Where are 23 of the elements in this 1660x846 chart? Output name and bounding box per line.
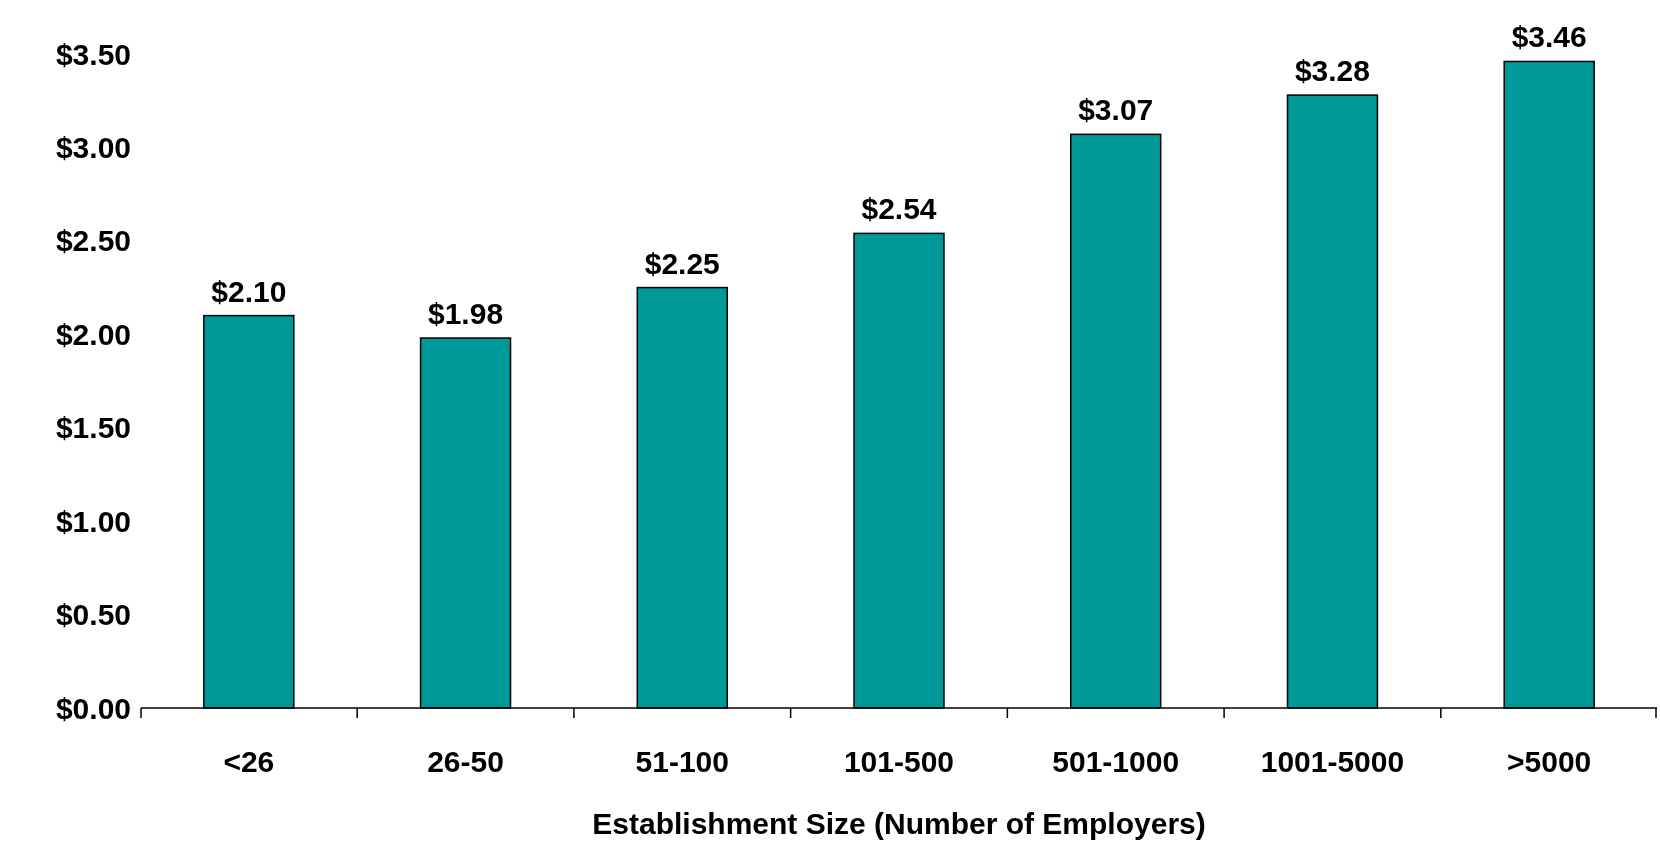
x-axis-title: Establishment Size (Number of Employers) bbox=[592, 807, 1206, 840]
y-tick-label: $2.50 bbox=[55, 224, 131, 258]
data-label: $2.54 bbox=[861, 192, 937, 226]
data-label: $2.10 bbox=[211, 274, 287, 308]
y-tick-label: $0.50 bbox=[55, 598, 131, 632]
x-tick-label: 51-100 bbox=[635, 745, 729, 778]
x-tick-label: <26 bbox=[223, 745, 275, 778]
x-tick-label: >5000 bbox=[1507, 745, 1592, 778]
data-label: $1.98 bbox=[428, 297, 504, 331]
x-tick-label: 101-500 bbox=[843, 745, 955, 778]
y-tick-label: $1.50 bbox=[55, 411, 131, 445]
y-tick-label: $3.50 bbox=[55, 37, 131, 71]
y-tick-label: $0.00 bbox=[55, 691, 131, 725]
data-label: $3.46 bbox=[1511, 20, 1587, 54]
data-label: $3.07 bbox=[1078, 93, 1154, 127]
x-tick-label: 501-1000 bbox=[1052, 745, 1180, 778]
y-tick-label: $2.00 bbox=[55, 317, 131, 351]
data-label: $2.25 bbox=[644, 246, 720, 280]
x-tick-label: 1001-5000 bbox=[1260, 745, 1405, 778]
data-label: $3.28 bbox=[1294, 54, 1370, 88]
y-tick-label: $1.00 bbox=[55, 504, 131, 538]
y-tick-label: $3.00 bbox=[55, 130, 131, 164]
x-tick-label: 26-50 bbox=[427, 745, 504, 778]
